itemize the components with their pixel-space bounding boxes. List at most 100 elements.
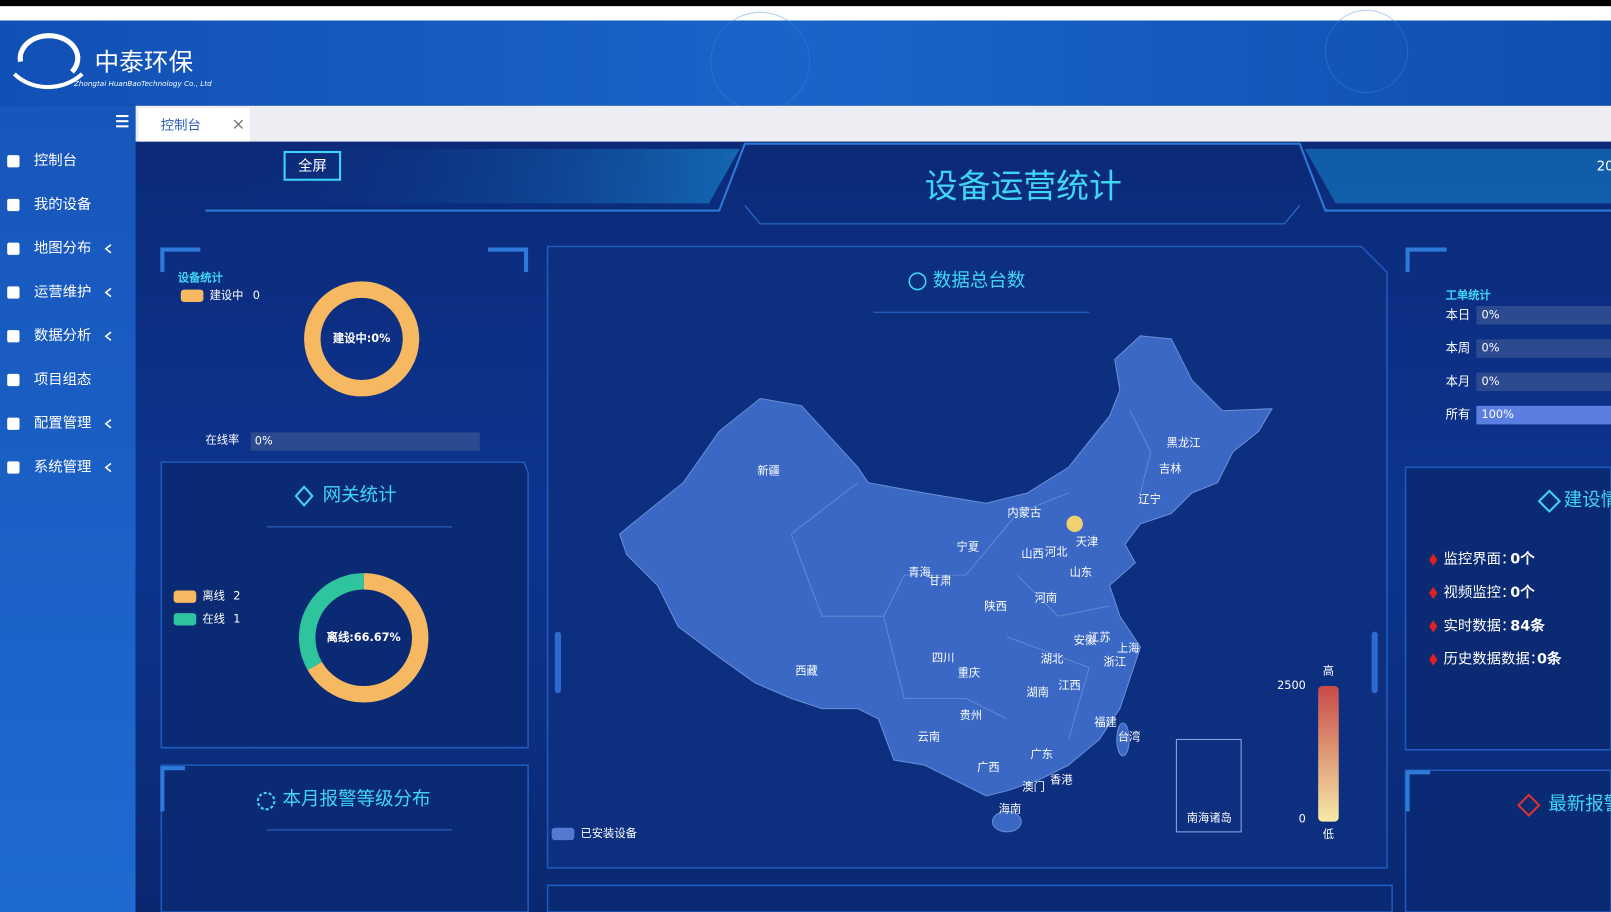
menu-item[interactable]: 控制台 xyxy=(34,152,77,169)
province-label[interactable]: 新疆 xyxy=(757,463,780,477)
province-label[interactable]: 上海 xyxy=(1117,641,1140,655)
visual-map-high: 高 xyxy=(1323,664,1334,678)
row-label: 本日 xyxy=(1446,308,1471,322)
province-label[interactable]: 吉林 xyxy=(1159,461,1182,475)
map-highlight[interactable] xyxy=(1066,515,1083,532)
province-label[interactable]: 甘肃 xyxy=(929,574,952,587)
fullscreen-button[interactable] xyxy=(283,150,342,181)
province-label[interactable]: 广西 xyxy=(977,761,1000,774)
legend-name[interactable]: 已安装设备 xyxy=(580,826,636,840)
progress-value: 0% xyxy=(1482,375,1500,388)
visual-map-bar[interactable] xyxy=(1318,686,1339,822)
tab-close[interactable] xyxy=(233,119,243,129)
province-label[interactable]: 山东 xyxy=(1070,566,1093,579)
legend-swatch[interactable] xyxy=(173,590,197,603)
menu-item[interactable]: 数据分析 xyxy=(34,327,92,344)
panel-title: 设备统计 xyxy=(178,270,224,284)
province-label[interactable]: 内蒙古 xyxy=(1007,506,1041,520)
province-label[interactable]: 海南 xyxy=(999,801,1022,815)
menu-item[interactable]: 地图分布 xyxy=(34,240,92,257)
donut-segment[interactable] xyxy=(304,281,420,397)
info-label: 历史数据数据： xyxy=(1444,651,1545,668)
china-map xyxy=(618,335,1273,833)
menu-item[interactable]: 我的设备 xyxy=(34,196,92,213)
province-label[interactable]: 辽宁 xyxy=(1138,492,1161,506)
info-value: 0个 xyxy=(1510,551,1535,568)
province-label[interactable]: 四川 xyxy=(932,651,955,664)
province-label[interactable]: 广东 xyxy=(1031,748,1054,761)
bullet xyxy=(1429,653,1438,666)
menu-icon xyxy=(7,417,20,430)
province-label[interactable]: 江西 xyxy=(1058,679,1081,692)
visual-map-max: 2500 xyxy=(1277,679,1306,692)
province-label[interactable]: 湖北 xyxy=(1041,651,1064,665)
progress-fill xyxy=(1476,405,1611,425)
tab[interactable] xyxy=(138,107,250,142)
progress-value: 0% xyxy=(1482,308,1500,321)
legend-swatch[interactable] xyxy=(180,289,204,302)
donut-center-label: 离线:66.67% xyxy=(327,630,401,644)
donut-segment[interactable] xyxy=(307,573,429,703)
province-label[interactable]: 重庆 xyxy=(958,666,981,680)
legend-name[interactable]: 在线 xyxy=(202,611,225,625)
panel-title: 工单统计 xyxy=(1446,288,1492,302)
title-icon xyxy=(908,272,927,291)
inset-label: 南海诸岛 xyxy=(1187,811,1232,825)
province-label[interactable]: 台湾 xyxy=(1118,729,1141,743)
tab-label[interactable]: 控制台 xyxy=(161,117,201,133)
legend-swatch[interactable] xyxy=(173,613,197,626)
menu-toggle[interactable] xyxy=(116,115,129,128)
row-label: 本月 xyxy=(1446,374,1471,388)
panel-title: 网关统计 xyxy=(323,485,397,506)
legend-name[interactable]: 建设中 xyxy=(210,288,244,302)
province-label[interactable]: 宁夏 xyxy=(957,539,980,553)
logo-name: 中泰环保 xyxy=(95,48,194,77)
province-label[interactable]: 青海 xyxy=(908,565,931,579)
legend-name[interactable]: 离线 xyxy=(202,589,225,603)
panel-title: 最新报警 xyxy=(1548,794,1611,815)
menu-item[interactable]: 运营维护 xyxy=(34,283,92,300)
submenu-arrow xyxy=(104,462,112,473)
province-label[interactable]: 浙江 xyxy=(1103,655,1126,668)
province-label[interactable]: 西藏 xyxy=(795,665,818,678)
province-label[interactable]: 天津 xyxy=(1076,535,1099,548)
top-strip xyxy=(0,6,1611,21)
title-icon xyxy=(256,791,276,811)
province-label[interactable]: 黑龙江 xyxy=(1167,437,1201,450)
province-label[interactable]: 福建 xyxy=(1094,715,1117,729)
legend-swatch[interactable] xyxy=(551,827,575,841)
header-decor xyxy=(246,148,740,204)
province-label[interactable]: 江苏 xyxy=(1088,631,1111,644)
province-label[interactable]: 贵州 xyxy=(960,709,983,722)
panel-title: 建设情 xyxy=(1564,490,1611,511)
side-handles xyxy=(554,631,1378,694)
info-label: 视频监控： xyxy=(1444,584,1516,601)
province-label[interactable]: 山西 xyxy=(1021,548,1044,561)
province-label[interactable]: 河南 xyxy=(1035,592,1058,605)
province-label[interactable]: 澳门 xyxy=(1022,780,1045,794)
menu-item[interactable]: 项目组态 xyxy=(34,371,92,388)
date: 20 xyxy=(1597,159,1611,174)
page-title: 设备运营统计 xyxy=(925,166,1122,205)
menu-item[interactable]: 配置管理 xyxy=(34,415,92,432)
province-label[interactable]: 香港 xyxy=(1050,774,1073,787)
header-decor xyxy=(1324,9,1409,93)
legend-value: 0 xyxy=(253,289,260,302)
province-label[interactable]: 陕西 xyxy=(984,599,1007,613)
province-label[interactable]: 安徽 xyxy=(1074,633,1097,647)
progress-value: 0% xyxy=(1482,342,1500,355)
fullscreen-label[interactable]: 全屏 xyxy=(298,156,327,174)
progress-track xyxy=(1476,306,1611,325)
info-value: 0条 xyxy=(1537,650,1562,668)
donut-segment[interactable] xyxy=(299,573,365,671)
menu-item[interactable]: 系统管理 xyxy=(34,459,92,476)
map-land xyxy=(1116,722,1130,757)
province-label[interactable]: 河北 xyxy=(1045,546,1068,559)
map-land xyxy=(618,335,1273,797)
province-label[interactable]: 云南 xyxy=(918,730,941,743)
logo-mark xyxy=(12,33,84,90)
legend-value: 1 xyxy=(233,612,240,625)
province-label[interactable]: 湖南 xyxy=(1026,685,1049,699)
